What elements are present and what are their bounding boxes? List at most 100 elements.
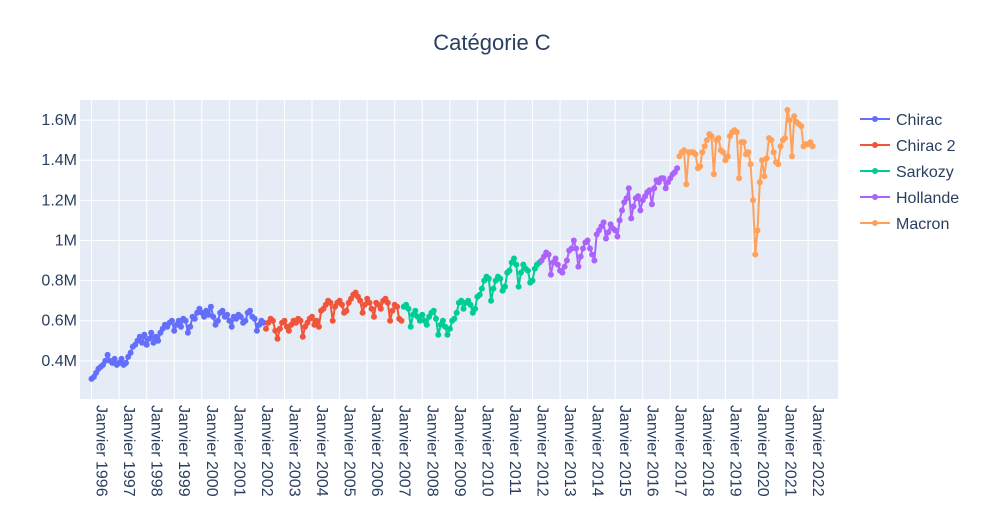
data-point	[178, 323, 184, 330]
data-point	[343, 307, 350, 314]
data-point	[768, 137, 775, 144]
data-point	[228, 323, 235, 330]
data-point	[552, 255, 559, 262]
data-point	[201, 313, 208, 320]
data-point	[563, 257, 570, 264]
data-point	[561, 263, 568, 270]
data-point	[628, 215, 635, 222]
x-tick-label: Janvier 2002	[258, 405, 275, 497]
legend-label: Chirac	[896, 112, 942, 129]
data-point	[253, 327, 260, 334]
data-point	[515, 283, 522, 290]
series-hollande	[538, 165, 681, 278]
data-point	[467, 301, 474, 308]
data-point	[297, 317, 304, 324]
data-point	[361, 301, 368, 308]
data-point	[703, 137, 710, 144]
data-point	[759, 157, 766, 164]
y-tick-label: 0.4M	[41, 353, 77, 370]
data-point	[591, 257, 598, 264]
data-point	[416, 317, 423, 324]
legend-item[interactable]: Chirac	[860, 112, 942, 129]
data-point	[182, 317, 189, 324]
data-point	[752, 251, 759, 258]
data-point	[524, 267, 531, 274]
x-tick-label: Janvier 2003	[285, 405, 302, 497]
data-point	[224, 311, 231, 318]
data-point	[683, 181, 690, 188]
x-tick-label: Janvier 1997	[120, 405, 137, 497]
y-axis: 0.4M 0.6M 0.8M 1M 1.2M 1.4M 1.6M	[41, 112, 77, 370]
data-point	[761, 173, 768, 180]
legend-item[interactable]: Sarkozy	[860, 164, 954, 181]
legend-marker	[872, 142, 878, 148]
data-point	[708, 133, 715, 140]
data-point	[141, 331, 148, 338]
y-tick-label: 1.4M	[41, 152, 77, 169]
data-point	[476, 291, 483, 298]
data-point	[724, 153, 731, 160]
data-point	[251, 315, 258, 322]
data-point	[458, 297, 465, 304]
x-tick-label: Janvier 2009	[451, 405, 468, 497]
data-point	[435, 331, 442, 338]
data-point	[777, 143, 784, 150]
x-tick-label: Janvier 2019	[726, 405, 743, 497]
data-point	[733, 129, 740, 136]
data-point	[446, 325, 453, 332]
data-point	[568, 245, 575, 252]
x-tick-label: Janvier 2010	[478, 405, 495, 497]
data-point	[756, 179, 763, 186]
legend-marker	[872, 194, 878, 200]
data-point	[451, 315, 458, 322]
data-point	[485, 275, 492, 282]
x-tick-label: Janvier 2000	[203, 405, 220, 497]
y-tick-label: 1.2M	[41, 192, 77, 209]
data-point	[529, 277, 536, 284]
data-point	[118, 355, 125, 362]
x-tick-label: Janvier 2017	[671, 405, 688, 497]
data-point	[439, 317, 446, 324]
data-point	[191, 315, 198, 322]
data-point	[205, 311, 212, 318]
data-point	[697, 163, 704, 170]
series-layer	[88, 107, 816, 382]
data-point	[260, 319, 267, 326]
data-point	[589, 251, 596, 258]
legend-item[interactable]: Hollande	[860, 190, 959, 207]
x-tick-label: Janvier 2011	[506, 405, 523, 496]
data-point	[554, 261, 561, 268]
legend-marker	[872, 116, 878, 122]
data-point	[123, 359, 129, 366]
legend-label: Sarkozy	[896, 164, 954, 181]
data-point	[394, 303, 401, 310]
data-point	[784, 107, 791, 113]
data-point	[782, 135, 788, 142]
data-point	[366, 299, 373, 306]
data-point	[368, 305, 375, 312]
data-point	[662, 185, 669, 192]
data-point	[750, 197, 756, 204]
data-point	[155, 337, 162, 344]
data-point	[637, 207, 644, 214]
data-point	[786, 117, 793, 124]
data-point	[377, 305, 384, 312]
legend-item[interactable]: Chirac 2	[860, 138, 956, 155]
series-chirac-2	[263, 289, 405, 342]
legend-item[interactable]: Macron	[860, 216, 949, 233]
legend-marker	[872, 220, 878, 226]
data-point	[357, 297, 364, 304]
data-point	[384, 299, 391, 306]
data-point	[127, 349, 134, 356]
data-point	[619, 207, 625, 214]
data-point	[285, 327, 292, 334]
x-tick-label: Janvier 2020	[754, 405, 771, 497]
legend-label: Macron	[896, 216, 949, 233]
data-point	[143, 341, 150, 348]
data-point	[237, 313, 244, 320]
data-point	[616, 217, 623, 224]
data-point	[387, 317, 394, 324]
data-point	[102, 357, 109, 364]
data-point	[423, 321, 430, 328]
x-tick-label: Janvier 1998	[148, 405, 165, 497]
